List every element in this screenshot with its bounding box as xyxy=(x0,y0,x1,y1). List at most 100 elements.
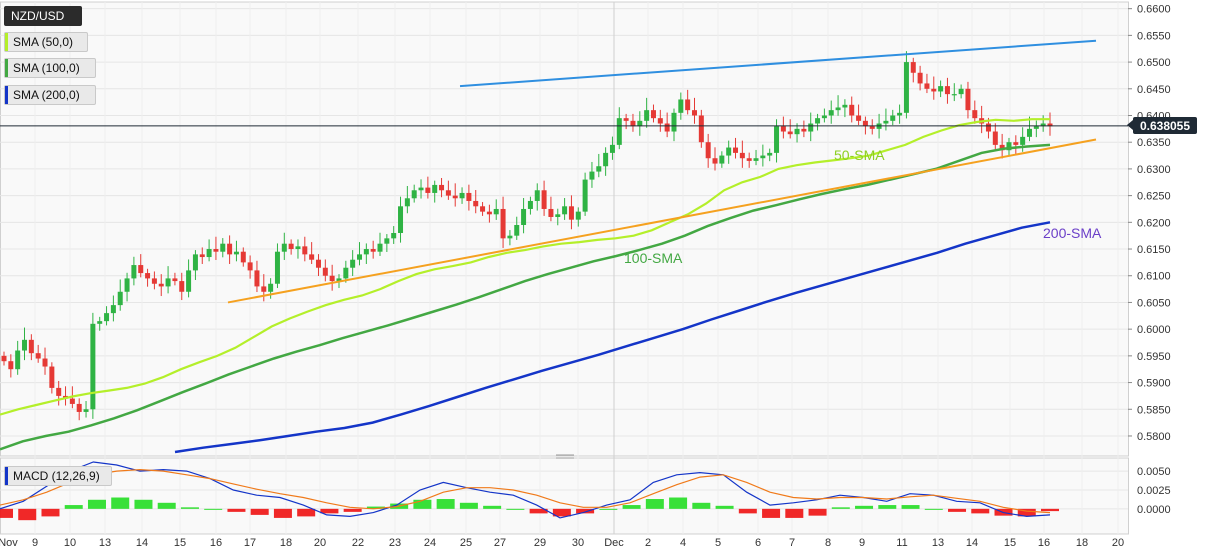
x-tick-label: 2 xyxy=(645,537,651,549)
price-tick-label: 0.6050 xyxy=(1137,297,1171,309)
price-tick-label: 0.6550 xyxy=(1137,30,1171,42)
candle-body xyxy=(596,166,601,171)
candle-body xyxy=(781,126,786,131)
candle-body xyxy=(624,118,629,121)
candle-body xyxy=(548,209,553,217)
x-tick-label: 9 xyxy=(859,537,865,549)
legend-symbol[interactable]: NZD/USD xyxy=(4,6,82,26)
x-tick-label: 8 xyxy=(825,537,831,549)
sma200-swatch xyxy=(5,86,8,104)
candle-body xyxy=(480,206,485,211)
candle-body xyxy=(220,244,225,252)
legend-sma200[interactable]: SMA (200,0) xyxy=(4,85,96,105)
candle-body xyxy=(938,86,943,91)
candle-body xyxy=(234,252,239,255)
macd-histogram-bar xyxy=(437,499,455,509)
candle-body xyxy=(357,254,362,259)
macd-panel xyxy=(1,458,1129,534)
candle-body xyxy=(207,249,212,257)
legend-sma50[interactable]: SMA (50,0) xyxy=(4,32,88,52)
sma-annotation: 200-SMA xyxy=(1043,225,1102,241)
candle-body xyxy=(446,190,451,195)
candle-body xyxy=(528,201,533,209)
macd-histogram-bar xyxy=(785,509,803,518)
price-tick-label: 0.6000 xyxy=(1137,324,1171,336)
candle-body xyxy=(665,124,670,132)
candle-body xyxy=(145,273,150,278)
x-tick-label: 27 xyxy=(494,537,506,549)
macd-tick-label: 0.0025 xyxy=(1137,485,1171,497)
candle-body xyxy=(576,212,581,220)
x-tick-label: 22 xyxy=(352,537,364,549)
candle-body xyxy=(84,409,89,412)
x-tick-label: 15 xyxy=(1004,537,1016,549)
candle-body xyxy=(425,188,430,193)
macd-histogram-bar xyxy=(669,498,687,509)
x-tick-label: 25 xyxy=(460,537,472,549)
candle-body xyxy=(166,278,171,286)
candle-body xyxy=(289,244,294,249)
candle-body xyxy=(22,340,27,351)
candle-body xyxy=(883,121,888,124)
candle-body xyxy=(1027,129,1032,137)
candle-body xyxy=(77,404,82,412)
candle-body xyxy=(521,209,526,225)
candle-body xyxy=(795,129,800,134)
candle-body xyxy=(1034,126,1039,129)
macd-swatch xyxy=(5,467,8,485)
candle-body xyxy=(131,265,136,278)
candle-body xyxy=(494,209,499,214)
candle-body xyxy=(870,126,875,129)
candle-body xyxy=(945,86,950,94)
candle-body xyxy=(323,268,328,276)
macd-histogram-bar xyxy=(902,505,920,509)
price-tick-label: 0.5950 xyxy=(1137,351,1171,363)
price-tick-label: 0.6300 xyxy=(1137,164,1171,176)
price-tick-label: 0.6350 xyxy=(1137,137,1171,149)
price-tick-label: 0.6250 xyxy=(1137,191,1171,203)
macd-tick-label: 0.0050 xyxy=(1137,466,1171,478)
macd-histogram-bar xyxy=(204,509,222,510)
macd-histogram-bar xyxy=(134,500,152,509)
x-tick-label: 17 xyxy=(244,537,256,549)
candle-body xyxy=(179,281,184,292)
legend-sma100[interactable]: SMA (100,0) xyxy=(4,58,96,78)
candle-body xyxy=(466,193,471,201)
candle-body xyxy=(747,158,752,161)
macd-histogram-bar xyxy=(506,509,524,510)
macd-histogram-bar xyxy=(227,509,245,512)
candle-body xyxy=(384,238,389,243)
candle-body xyxy=(617,118,622,145)
candle-body xyxy=(36,353,41,358)
candle-body xyxy=(678,99,683,112)
x-tick-label: 13 xyxy=(99,537,111,549)
candle-body xyxy=(856,115,861,120)
x-tick-label: 4 xyxy=(680,537,686,549)
candle-body xyxy=(56,388,61,396)
price-tick-label: 0.5800 xyxy=(1137,431,1171,443)
price-tick-label: 0.6200 xyxy=(1137,217,1171,229)
candle-body xyxy=(70,399,75,404)
candle-body xyxy=(603,153,608,166)
candle-body xyxy=(924,83,929,88)
candle-body xyxy=(808,124,813,132)
candle-body xyxy=(555,214,560,217)
candle-body xyxy=(1013,142,1018,145)
x-tick-label: 7 xyxy=(789,537,795,549)
candle-body xyxy=(378,244,383,252)
candle-body xyxy=(911,62,916,73)
candle-body xyxy=(200,254,205,257)
candle-body xyxy=(460,193,465,198)
candle-body xyxy=(248,262,253,270)
candle-body xyxy=(49,367,54,388)
legend-macd[interactable]: MACD (12,26,9) xyxy=(4,466,112,486)
candle-body xyxy=(630,121,635,126)
macd-histogram-bar xyxy=(971,509,989,514)
candle-body xyxy=(97,321,102,324)
candle-body xyxy=(713,158,718,163)
macd-histogram-bar xyxy=(878,505,896,509)
x-tick-label: 20 xyxy=(314,537,326,549)
candle-body xyxy=(419,188,424,191)
price-tick-label: 0.6150 xyxy=(1137,244,1171,256)
